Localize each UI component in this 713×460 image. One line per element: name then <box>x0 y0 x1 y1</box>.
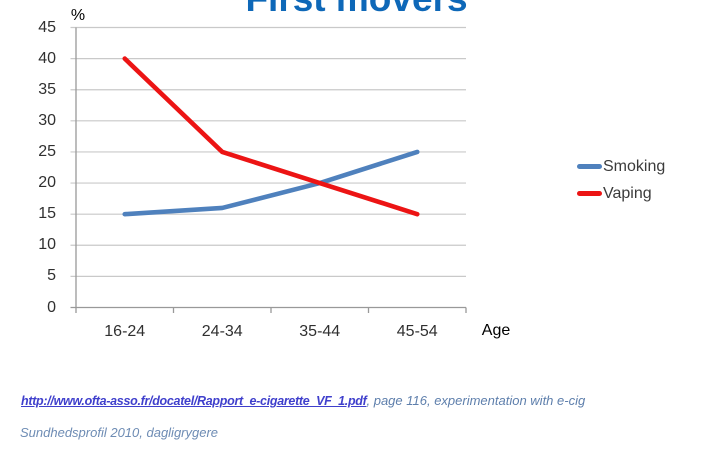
legend-label-vaping: Vaping <box>603 184 652 202</box>
x-axis-title: Age <box>481 322 511 339</box>
smoking-line-swatch <box>577 163 602 170</box>
y-axis-tick-label: 45 <box>38 18 56 36</box>
x-axis-tick-label: 16-24 <box>104 323 146 340</box>
citation-line-1: http://www.ofta-asso.fr/docatel/Rapport_… <box>21 393 585 408</box>
chart-legend: Smoking Vaping <box>577 156 665 210</box>
y-axis-tick-label: 5 <box>47 267 56 285</box>
series-line-vaping <box>122 56 420 217</box>
citation-note: , page 116, experimentation with e-cig <box>366 393 586 408</box>
y-axis-tick-label: 10 <box>38 236 56 254</box>
x-axis-tick-label: 24-34 <box>201 323 243 340</box>
y-axis-tick-label: 15 <box>38 205 56 223</box>
citation-link[interactable]: http://www.ofta-asso.fr/docatel/Rapport_… <box>21 394 367 408</box>
y-axis-unit-label: % <box>70 7 86 24</box>
slide-title: First movers <box>0 0 713 18</box>
legend-item-smoking: Smoking <box>577 156 665 177</box>
x-axis-tick-label: 45-54 <box>396 323 438 340</box>
vaping-line-swatch <box>577 190 602 197</box>
legend-label-smoking: Smoking <box>603 157 666 175</box>
y-axis-tick-label: 35 <box>38 80 56 98</box>
y-axis-tick-label: 25 <box>38 142 56 160</box>
citation-line-2: Sundhedsprofil 2010, dagligrygere <box>20 425 219 440</box>
series-line-smoking <box>122 149 420 217</box>
x-axis-tick-label: 35-44 <box>299 323 341 340</box>
y-axis-tick-label: 30 <box>38 111 56 129</box>
y-axis-tick-label: 20 <box>38 174 56 192</box>
y-axis-tick-label: 0 <box>47 298 56 316</box>
legend-item-vaping: Vaping <box>577 183 665 204</box>
y-axis-tick-label: 40 <box>38 49 56 67</box>
